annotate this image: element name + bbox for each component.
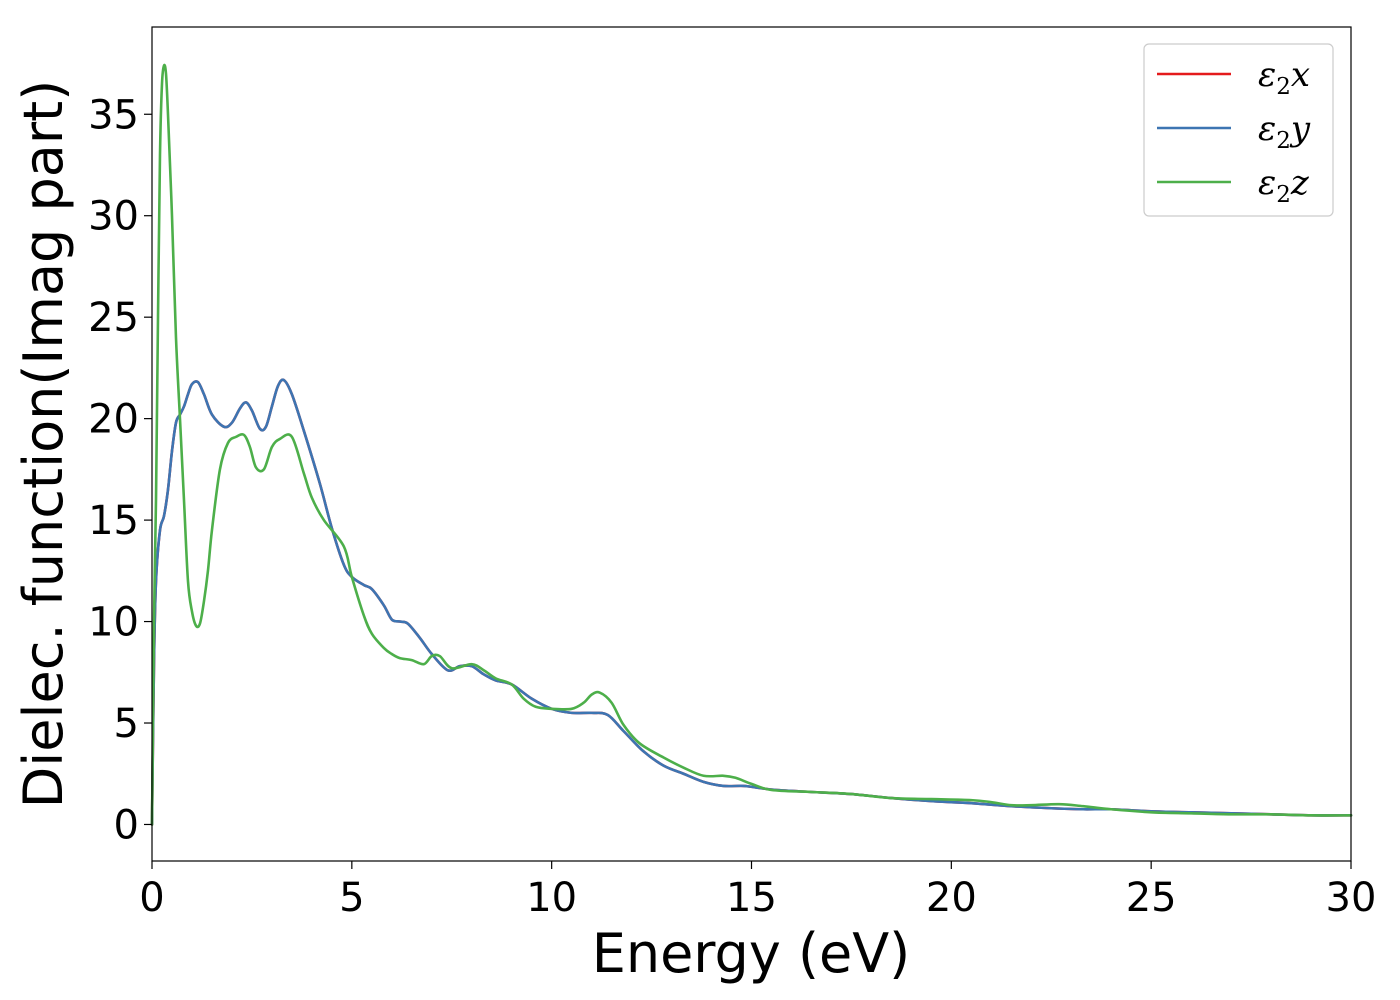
legend-label: ε2y bbox=[1258, 109, 1311, 154]
y-axis-label: Dielec. function(Imag part) bbox=[12, 80, 75, 809]
y-tick-label: 25 bbox=[88, 295, 139, 341]
series-layer bbox=[150, 63, 1353, 826]
x-tick-label: 30 bbox=[1326, 875, 1377, 921]
x-tick-label: 20 bbox=[926, 875, 977, 921]
x-tick-label: 25 bbox=[1126, 875, 1177, 921]
x-tick-label: 10 bbox=[526, 875, 577, 921]
legend-label: ε2z bbox=[1258, 163, 1310, 208]
y-ticks: 0 5 10 15 20 25 30 35 bbox=[88, 92, 152, 848]
x-tick-label: 0 bbox=[139, 875, 164, 921]
series-line-3 bbox=[150, 63, 1353, 826]
y-tick-label: 35 bbox=[88, 92, 139, 138]
legend: ε2x ε2y ε2z bbox=[1143, 43, 1334, 217]
legend-label: ε2x bbox=[1258, 55, 1310, 100]
y-tick-label: 5 bbox=[114, 701, 139, 747]
y-tick-label: 0 bbox=[114, 802, 139, 848]
y-tick-label: 30 bbox=[88, 194, 139, 240]
legend-box bbox=[1143, 43, 1334, 217]
y-tick-label: 15 bbox=[88, 498, 139, 544]
y-tick-label: 20 bbox=[88, 397, 139, 443]
y-tick-label: 10 bbox=[88, 600, 139, 646]
x-ticks: 0 5 10 15 20 25 30 bbox=[139, 861, 1376, 921]
x-tick-label: 15 bbox=[726, 875, 777, 921]
x-tick-label: 5 bbox=[339, 875, 364, 921]
x-axis-label: Energy (eV) bbox=[592, 922, 911, 985]
